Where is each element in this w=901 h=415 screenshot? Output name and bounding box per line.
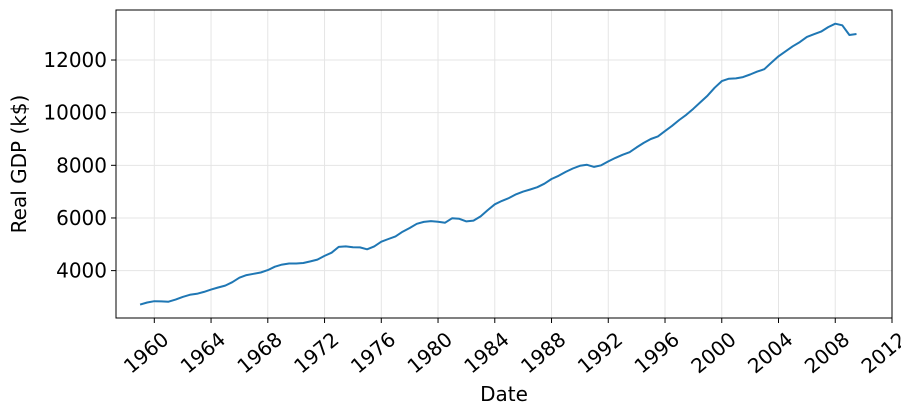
grid-lines [116,10,893,318]
y-tick-label: 4000 [56,259,107,283]
series-layer [139,22,857,306]
x-tick-label: 2000 [686,327,740,378]
x-tick-label: 1992 [573,327,627,378]
x-tick-label: 2008 [800,327,854,378]
y-axis-label: Real GDP (k$) [7,95,31,234]
plot-frame [115,9,893,319]
x-tick-label: 1984 [459,327,513,378]
y-tick-label: 12000 [43,48,107,72]
y-tick-label: 10000 [43,101,107,125]
x-tick-label: 1964 [176,327,230,378]
y-tick-label: 6000 [56,206,107,230]
x-axis-ticks: 1960 1964 1968 1972 1976 1980 1984 1988 1992 1996… [119,318,901,378]
x-tick-label: 1972 [289,327,343,378]
x-tick-label: 1996 [630,327,684,378]
x-tick-label: 1980 [403,327,457,378]
x-axis-label: Date [480,382,528,406]
series-line [139,22,857,306]
x-tick-label: 2012 [857,327,901,378]
x-tick-label: 2004 [743,327,797,378]
y-tick-label: 8000 [56,153,107,177]
x-tick-label: 1988 [516,327,570,378]
x-tick-label: 1976 [346,327,400,378]
y-axis-ticks: 4000 6000 8000 10000 12000 [43,48,116,283]
x-tick-label: 1960 [119,327,173,378]
x-tick-label: 1968 [232,327,286,378]
